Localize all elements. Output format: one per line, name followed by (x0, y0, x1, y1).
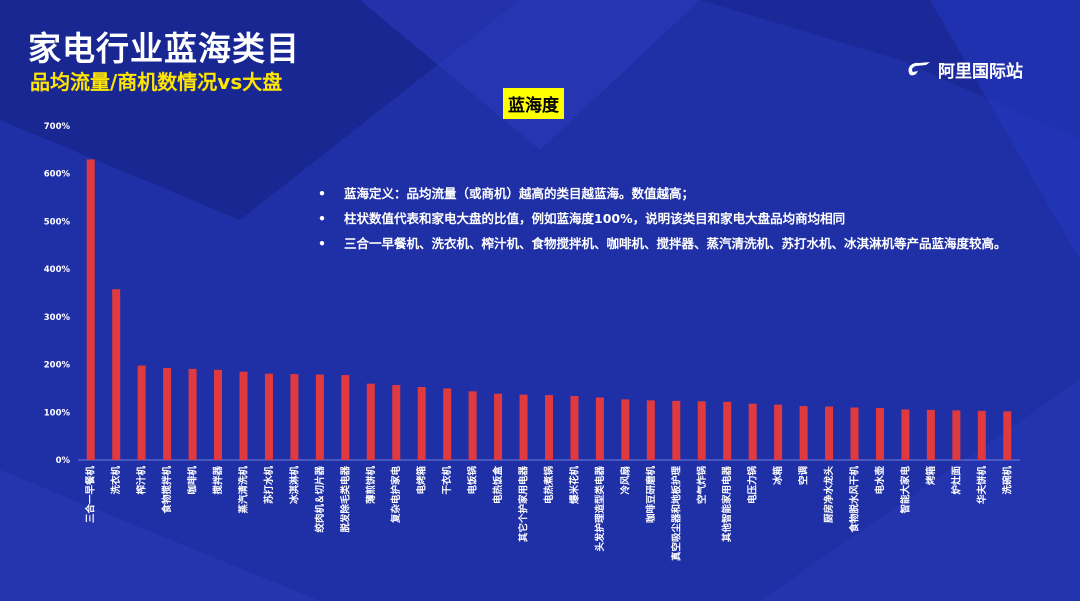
x-tick-label: 咖啡豆研磨机 (645, 466, 657, 524)
x-tick-label: 电水壶 (874, 466, 886, 495)
bar (723, 401, 732, 460)
x-tick-label: 空气炸锅 (696, 466, 708, 505)
x-tick-label: 电热饭盒 (492, 466, 504, 505)
page-subtitle: 品均流量/商机数情况vs大盘 (30, 70, 283, 94)
bar (443, 388, 452, 460)
bar (112, 289, 121, 460)
bar (468, 391, 477, 460)
y-tick-label: 500% (44, 217, 71, 227)
x-tick-label: 冰箱 (772, 466, 784, 486)
x-tick-label: 冰淇淋机 (288, 466, 300, 505)
bar (646, 400, 655, 460)
x-tick-label: 苏打水机 (263, 466, 275, 505)
bar (86, 159, 95, 460)
y-tick-label: 600% (44, 170, 71, 180)
bar (239, 371, 248, 460)
bar (214, 369, 223, 460)
x-tick-label: 洗衣机 (110, 466, 122, 495)
bar (697, 401, 706, 460)
x-tick-label: 三合一早餐机 (85, 466, 97, 524)
x-tick-label: 头发护理造型类电器 (594, 466, 606, 552)
bar-series (86, 159, 1012, 460)
x-tick-label: 烤箱 (925, 466, 937, 486)
notes-list: 蓝海定义：品均流量（或商机）越高的类目越蓝海。数值越高； 柱状数值代表和家电大盘… (318, 184, 1078, 259)
bar (545, 395, 553, 460)
x-tick-label: 绞肉机＆切片器 (314, 466, 326, 533)
x-tick-label: 爆米花机 (568, 466, 580, 505)
bar (341, 375, 350, 460)
chart-badge-label: 蓝海度 (503, 88, 564, 119)
x-tick-label: 华夫饼机 (976, 466, 988, 505)
alibaba-logo-icon (908, 62, 930, 76)
page-title: 家电行业蓝海类目 (28, 29, 300, 68)
bar (799, 406, 808, 460)
bar (264, 373, 273, 460)
x-tick-label: 炉灶面 (950, 466, 962, 495)
y-tick-label: 700% (44, 122, 71, 132)
bar (621, 399, 630, 460)
x-tick-label: 智能大家电 (899, 466, 911, 514)
bar (774, 404, 783, 460)
x-tick-label: 其他智能家用电器 (721, 466, 733, 543)
x-tick-label: 洗碗机 (1001, 466, 1013, 495)
brand-name: 阿里国际站 (938, 61, 1023, 82)
note-item: 蓝海定义：品均流量（或商机）越高的类目越蓝海。数值越高； (318, 184, 1078, 203)
x-tick-label: 蒸汽清洗机 (237, 466, 249, 514)
x-tick-label: 其它个护家用电器 (518, 466, 530, 543)
bar (595, 397, 604, 460)
bar (672, 400, 681, 460)
brand-logo: 阿里国际站 (906, 56, 1023, 82)
x-tick-label: 电饭锅 (467, 466, 479, 495)
x-tick-label: 真空吸尘器和地板护理 (670, 466, 682, 562)
x-tick-label: 榨汁机 (136, 466, 148, 496)
bar (315, 374, 324, 460)
x-tick-label: 搅拌器 (212, 466, 224, 495)
y-tick-label: 400% (44, 265, 71, 275)
x-tick-label: 电压力锅 (747, 466, 759, 505)
bar (748, 403, 757, 460)
x-tick-label: 厨房净水龙头 (823, 466, 835, 524)
bar (901, 409, 910, 460)
x-tick-label: 薄煎饼机 (365, 466, 377, 506)
bar (825, 406, 834, 460)
note-item: 柱状数值代表和家电大盘的比值，例如蓝海度100%，说明该类目和家电大盘品均商均相… (318, 209, 1078, 228)
bar (163, 367, 172, 460)
x-tick-label: 干衣机 (441, 466, 453, 495)
bar (188, 368, 197, 460)
bar (290, 374, 299, 460)
bar (850, 407, 859, 460)
x-axis: 三合一早餐机 洗衣机 榨汁机 食物搅拌机 咖啡机 搅拌器 蒸汽清洗机 苏打水机 冰淇淋机 绞肉机＆… (85, 466, 1014, 562)
note-item: 三合一早餐机、洗衣机、榨汁机、食物搅拌机、咖啡机、搅拌器、蒸汽清洗机、苏打水机、… (318, 234, 1078, 253)
x-tick-label: 电烤箱 (416, 466, 428, 495)
bar (1003, 411, 1012, 460)
bar (417, 386, 426, 460)
bar (952, 410, 961, 460)
bar (926, 409, 935, 460)
x-tick-label: 空调 (798, 466, 810, 485)
x-tick-label: 脱发除毛类电器 (339, 466, 351, 533)
x-tick-label: 食物搅拌机 (161, 466, 173, 515)
y-tick-label: 200% (44, 361, 71, 371)
bar (519, 394, 528, 460)
bar (875, 407, 884, 460)
x-tick-label: 电热煮锅 (543, 466, 555, 505)
x-tick-label: 咖啡机 (187, 466, 199, 495)
bar (366, 383, 375, 460)
y-tick-label: 300% (44, 313, 71, 323)
bar (570, 396, 579, 460)
bar (392, 385, 401, 460)
y-tick-label: 100% (44, 408, 71, 418)
bar (977, 410, 986, 460)
x-tick-label: 冷风扇 (619, 466, 631, 495)
y-axis: 0% 100% 200% 300% 400% 500% 600% 700% (44, 122, 1020, 466)
y-tick-label: 0% (56, 456, 71, 466)
x-tick-label: 复杂电护家电 (390, 466, 402, 525)
bar (494, 393, 503, 460)
x-tick-label: 食物脱水风干机 (849, 466, 861, 534)
bar (137, 365, 146, 460)
